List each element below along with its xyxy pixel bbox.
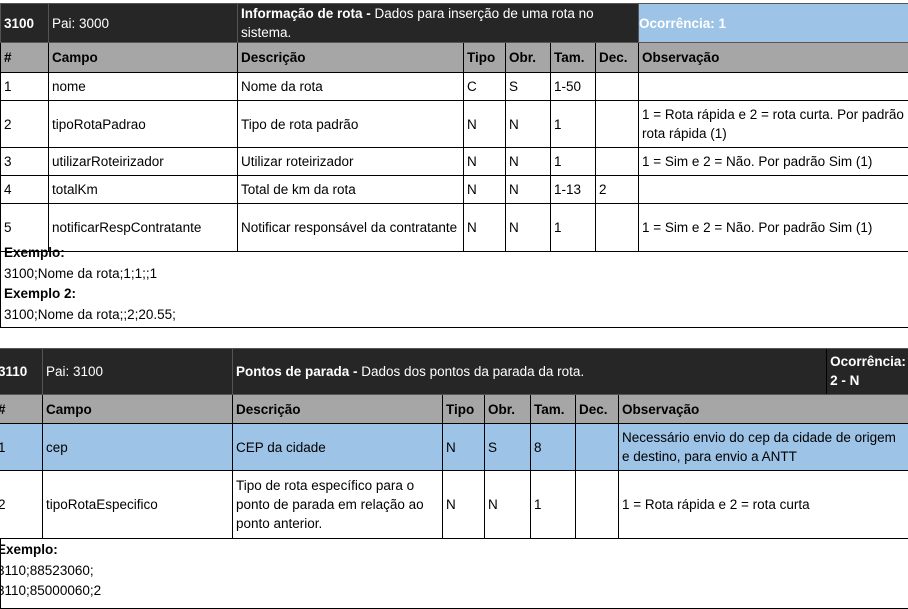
cell-decimals: 2	[596, 176, 639, 204]
cell-row-number: 1	[1, 73, 49, 101]
column-header-observation: Observação	[639, 43, 908, 73]
cell-observation	[639, 73, 908, 101]
cell-observation	[639, 176, 908, 204]
cell-row-number: 3	[1, 148, 49, 176]
cell-decimals	[596, 148, 639, 176]
column-header-decimals: Dec.	[596, 43, 639, 73]
occurrence-line1: Ocorrência:	[830, 352, 908, 371]
column-header-field-name: Campo	[49, 43, 238, 73]
cell-description: Tipo de rota específico para o ponto de …	[233, 471, 443, 539]
record-3100-table: 3100 Pai: 3000 Informação de rota - Dado…	[0, 3, 908, 252]
column-header-description: Descrição	[233, 395, 443, 424]
column-header-required: Obr.	[485, 395, 531, 424]
cell-description: Total de km da rota	[238, 176, 464, 204]
column-header-description: Descrição	[238, 43, 464, 73]
example-section: Exemplo: 3110;88523060; 3110;85000060;2	[0, 540, 101, 602]
example-text: 3110;88523060;	[0, 561, 101, 582]
cell-row-number: 4	[1, 176, 49, 204]
column-header-size: Tam.	[531, 395, 576, 424]
cell-required: S	[485, 424, 531, 471]
record-header: 3100 Pai: 3000 Informação de rota - Dado…	[1, 4, 908, 43]
column-header-field-name: Campo	[43, 395, 233, 424]
record-parent: Pai: 3000	[49, 4, 238, 43]
cell-decimals	[576, 471, 619, 539]
example2-text: 3100;Nome da rota;;2;20.55;	[4, 305, 176, 326]
cell-field-name: totalKm	[49, 176, 238, 204]
cell-field-name: tipoRotaPadrao	[49, 101, 238, 148]
cell-observation: Necessário envio do cep da cidade de ori…	[619, 424, 908, 471]
cell-type: N	[443, 471, 485, 539]
column-header-row: #CampoDescriçãoTipoObr.Tam.Dec.Observaçã…	[0, 395, 908, 424]
record-title: Informação de rota - Dados para inserção…	[238, 4, 639, 43]
cell-type: C	[464, 73, 506, 101]
record-code: 3100	[1, 4, 49, 43]
cell-required: S	[506, 73, 551, 101]
record-occurrence: Ocorrência: 2 - N	[826, 349, 908, 395]
column-header-size: Tam.	[551, 43, 596, 73]
example-text: 3100;Nome da rota;1;1;;1	[4, 264, 176, 285]
cell-field-name: tipoRotaEspecifico	[43, 471, 233, 539]
record-parent: Pai: 3100	[43, 349, 233, 395]
column-header-row-number: #	[0, 395, 43, 424]
cell-row-number: 2	[1, 101, 49, 148]
column-header-row-number: #	[1, 43, 49, 73]
table-row[interactable]: 2tipoRotaEspecificoTipo de rota específi…	[0, 471, 908, 539]
cell-row-number: 1	[0, 424, 43, 471]
example-label: Exemplo:	[4, 245, 65, 260]
cell-observation: 1 = Rota rápida e 2 = rota curta. Por pa…	[639, 101, 908, 148]
occurrence-line2: 2 - N	[830, 371, 908, 390]
cell-decimals	[596, 101, 639, 148]
record-occurrence: Ocorrência: 1	[639, 4, 908, 43]
cell-type: N	[464, 176, 506, 204]
cell-size: 1-50	[551, 73, 596, 101]
cell-required: N	[485, 471, 531, 539]
record-title: Pontos de parada - Dados dos pontos da p…	[233, 349, 908, 395]
cell-field-name: utilizarRoteirizador	[49, 148, 238, 176]
example-label: Exemplo:	[0, 542, 58, 557]
cell-size: 1	[531, 471, 576, 539]
column-header-type: Tipo	[464, 43, 506, 73]
cell-size: 1	[551, 101, 596, 148]
cell-description: Utilizar roteirizador	[238, 148, 464, 176]
cell-size: 1	[551, 148, 596, 176]
cell-size: 8	[531, 424, 576, 471]
cell-required: N	[506, 176, 551, 204]
column-header-type: Tipo	[443, 395, 485, 424]
record-3110-table: 3110 Pai: 3100 Pontos de parada - Dados …	[0, 348, 908, 539]
cell-required: N	[506, 101, 551, 148]
cell-required: N	[506, 148, 551, 176]
cell-description: Nome da rota	[238, 73, 464, 101]
example-text: 3110;85000060;2	[0, 581, 101, 602]
example-section: Exemplo: 3100;Nome da rota;1;1;;1 Exempl…	[4, 243, 176, 325]
cell-description: Tipo de rota padrão	[238, 101, 464, 148]
cell-observation: 1 = Rota rápida e 2 = rota curta	[619, 471, 908, 539]
cell-type: N	[464, 148, 506, 176]
cell-decimals	[596, 73, 639, 101]
cell-size: 1-13	[551, 176, 596, 204]
example-box	[0, 538, 908, 609]
column-header-decimals: Dec.	[576, 395, 619, 424]
cell-decimals	[576, 424, 619, 471]
column-header-required: Obr.	[506, 43, 551, 73]
cell-field-name: nome	[49, 73, 238, 101]
cell-row-number: 2	[0, 471, 43, 539]
cell-observation: 1 = Sim e 2 = Não. Por padrão Sim (1)	[639, 148, 908, 176]
record-header: 3110 Pai: 3100 Pontos de parada - Dados …	[0, 349, 908, 395]
column-header-observation: Observação	[619, 395, 908, 424]
cell-field-name: cep	[43, 424, 233, 471]
record-code: 3110	[0, 349, 43, 395]
example2-label: Exemplo 2:	[4, 286, 76, 301]
cell-description: CEP da cidade	[233, 424, 443, 471]
cell-type: N	[464, 101, 506, 148]
cell-type: N	[443, 424, 485, 471]
